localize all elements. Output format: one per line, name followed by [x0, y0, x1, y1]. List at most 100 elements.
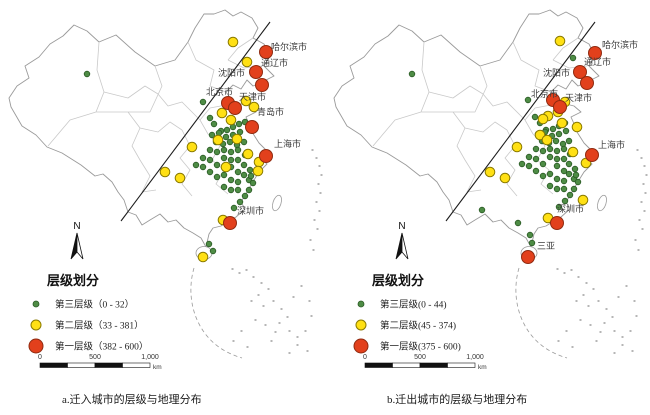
city-dot-tier3	[206, 156, 214, 164]
city-dot-tier2	[499, 172, 511, 184]
city-dot-tier3	[227, 156, 235, 164]
scale-tick-500: 500	[414, 354, 426, 361]
city-dot-tier3	[223, 126, 231, 134]
city-dot-tier3	[206, 114, 214, 122]
city-dot-tier3	[531, 113, 539, 121]
city-dot-tier1	[588, 46, 602, 60]
city-dot-tier3	[199, 154, 207, 162]
city-dot-tier3	[566, 191, 574, 199]
city-dot-tier3	[220, 154, 228, 162]
city-dot-tier3	[552, 137, 560, 145]
scale-tick-0: 0	[38, 354, 42, 361]
north-arrow-left-half	[70, 232, 78, 260]
city-dot-tier1	[259, 149, 273, 163]
city-dot-tier1	[223, 216, 237, 230]
city-dot-tier3	[234, 178, 242, 186]
north-label: N	[73, 221, 80, 232]
legend-item-label: 第二层级（33 - 381）	[55, 320, 144, 332]
city-dot-tier3	[553, 155, 561, 163]
city-dot-tier3	[560, 167, 568, 175]
city-dot-tier3	[205, 240, 213, 248]
caption-b: b.迁出城市的层级与地理分布	[387, 392, 527, 406]
city-label: 沈阳市	[218, 67, 245, 78]
city-dot-tier3	[213, 173, 221, 181]
city-label: 三亚	[537, 241, 555, 251]
taiwan-island	[597, 194, 607, 212]
city-dot-tier3	[245, 186, 253, 194]
city-dot-tier2	[225, 114, 237, 126]
city-dot-tier1	[249, 65, 263, 79]
city-dot-tier1	[259, 45, 273, 59]
city-dot-tier2	[248, 101, 260, 113]
city-dot-tier3	[549, 125, 557, 133]
city-dot-tier3	[572, 171, 580, 179]
city-dot-tier3	[561, 197, 569, 205]
city-label: 青岛市	[257, 106, 284, 117]
city-dot-tier3	[227, 176, 235, 184]
city-dots-layer	[408, 35, 602, 264]
city-dot-tier3	[532, 167, 540, 175]
city-label: 北京市	[531, 88, 558, 99]
city-dot-tier3	[220, 146, 228, 154]
city-dot-tier3	[546, 170, 554, 178]
city-dot-tier3	[560, 145, 568, 153]
city-label: 上海市	[274, 138, 301, 149]
china-basemap	[8, 9, 323, 359]
city-dot-tier3	[514, 219, 522, 227]
city-dot-tier3	[206, 168, 214, 176]
city-dot-tier2	[556, 117, 568, 129]
city-dot-tier2	[197, 251, 209, 263]
caption-a: a.迁入城市的层级与地理分布	[62, 392, 202, 406]
city-dot-tier3	[192, 161, 200, 169]
city-dot-tier3	[249, 179, 257, 187]
scale-bar: 0 500 1,000 km	[38, 354, 162, 371]
city-dot-tier3	[236, 198, 244, 206]
city-dot-tier3	[525, 162, 533, 170]
city-dot-tier3	[570, 185, 578, 193]
city-dot-tier3	[213, 148, 221, 156]
city-dot-tier3	[532, 155, 540, 163]
city-label: 深圳市	[237, 205, 264, 216]
city-dot-tier3	[230, 204, 238, 212]
scale-bar: 0 500 1,000 km	[363, 354, 487, 371]
panel-b: 哈尔滨市 通辽市 沈阳市 北京市 天津市 上海市 深圳市 三亚 N 层级划分 第三层级(0 -…	[325, 0, 650, 415]
city-dot-tier3	[565, 170, 573, 178]
city-dot-tier2	[567, 146, 579, 158]
city-dot-tier3	[227, 186, 235, 194]
city-dot-tier3	[234, 146, 242, 154]
city-dot-tier3	[199, 98, 207, 106]
city-dot-tier1	[550, 216, 564, 230]
scale-unit: km	[153, 364, 162, 371]
city-dot-tier3	[206, 146, 214, 154]
city-dot-tier3	[247, 172, 255, 180]
city-label: 哈尔滨市	[271, 41, 307, 52]
city-dot-tier3	[234, 156, 242, 164]
scale-tick-0: 0	[363, 354, 367, 361]
city-dot-tier1	[228, 101, 242, 115]
city-label: 天津市	[239, 91, 266, 102]
east-islands	[634, 149, 648, 251]
city-dot-tier2	[541, 134, 553, 146]
city-dot-tier3	[210, 120, 218, 128]
city-dot-tier3	[560, 155, 568, 163]
city-dot-tier2	[212, 134, 224, 146]
city-dot-tier1	[245, 120, 259, 134]
city-dot-tier3	[518, 160, 526, 168]
city-dot-tier3	[222, 133, 230, 141]
scale-tick-500: 500	[89, 354, 101, 361]
city-dot-tier3	[528, 239, 536, 247]
city-label: 哈尔滨市	[602, 39, 638, 50]
city-dot-tier3	[246, 166, 254, 174]
city-dot-tier3	[532, 145, 540, 153]
scale-unit: km	[478, 364, 487, 371]
city-dot-tier3	[241, 192, 249, 200]
north-arrow: N	[70, 221, 84, 260]
city-dot-tier2	[174, 172, 186, 184]
city-dot-tier3	[553, 147, 561, 155]
south-sea-islands	[231, 268, 313, 354]
tier3-swatch	[32, 300, 40, 308]
city-dot-tier2	[216, 107, 228, 119]
city-dot-tier2	[242, 148, 254, 160]
